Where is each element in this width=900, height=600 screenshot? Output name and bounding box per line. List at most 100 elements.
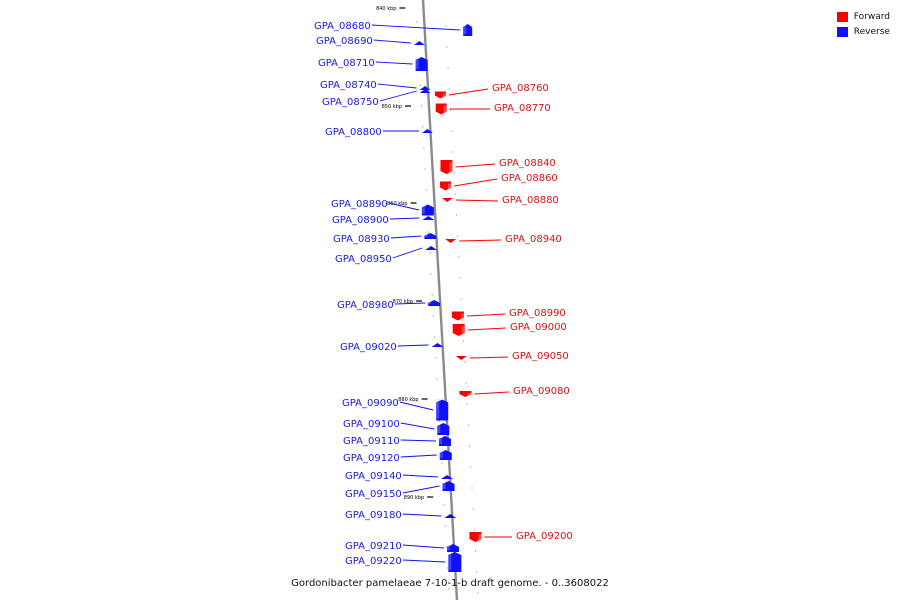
gene-gpa_08930: GPA_08930 [333,233,437,245]
gene-leader-line [375,61,413,65]
gene-leader-line [377,83,417,89]
legend-forward-label: Forward [853,11,890,22]
gene-glyph [459,391,472,397]
gene-leader-line [466,313,506,317]
gene-leader-line [399,401,434,411]
gene-glyph [428,300,441,306]
gene-shading [447,546,451,550]
gene-leader-line [371,24,461,31]
gene-leader-line [402,474,439,478]
gene-glyph [444,514,457,518]
gene-leader-line [459,239,502,242]
gene-gpa_09220: GPA_09220 [345,552,462,572]
gene-leader-line [373,39,411,44]
gene-gpa_09090: GPA_09090 [342,398,449,421]
gene-leader-line [390,235,422,239]
gene-leader-line [469,356,509,359]
gene-gpa_08890: GPA_08890 [331,199,434,216]
scale-label: 840 kbp [376,6,396,12]
gene-gpa_08760: GPA_08760 [434,83,549,99]
gene-label: GPA_09150 [345,489,402,500]
gene-label: GPA_09200 [516,531,573,542]
gene-gpa_09210: GPA_09210 [345,541,460,552]
gene-glyph [425,246,438,250]
gene-glyph [419,89,431,93]
gene-shading [442,93,446,97]
gene-leader-line [402,513,442,517]
gene-glyph [422,216,435,220]
gene-glyph [424,233,437,239]
gene-label: GPA_08750 [322,97,379,108]
gene-shading [424,235,428,237]
gene-gpa_08750: GPA_08750 [322,89,431,108]
gene-leader-line [392,247,423,259]
gene-gpa_08710: GPA_08710 [318,57,428,71]
gene-label: GPA_09220 [345,556,402,567]
scale-label: 850 kbp [382,104,402,110]
gene-shading [439,452,443,458]
gene-leader-line [397,344,429,347]
gene-leader-line [453,178,498,187]
gene-label: GPA_08950 [335,254,392,265]
gene-label: GPA_09210 [345,541,402,552]
gene-glyph [431,343,444,347]
legend: Forward Reverse [836,9,890,39]
gene-label: GPA_08930 [333,234,390,245]
gene-gpa_08680: GPA_08680 [314,21,473,36]
gene-label: GPA_09120 [343,453,400,464]
gene-gpa_08770: GPA_08770 [435,103,551,115]
gene-shading [463,26,467,34]
gene-label: GPA_08940 [505,234,562,245]
scale-label: 890 kbp [404,495,424,501]
gene-leader-line [402,559,446,563]
gene-gpa_09050: GPA_09050 [455,351,569,362]
gene-leader-line [455,199,499,202]
gene-label: GPA_08690 [316,36,373,47]
gene-label: GPA_09100 [343,419,400,430]
gene-shading [449,162,453,172]
gene-leader-line [402,485,440,494]
gene-glyph [421,129,433,133]
gene-label: GPA_08860 [501,173,558,184]
gene-leader-line [467,327,507,331]
gene-label: GPA_08740 [320,80,377,91]
gene-shading [415,59,419,69]
gene-leader-line [389,217,420,220]
gene-label: GPA_08990 [509,308,566,319]
genome-axis-line [421,0,459,600]
gene-label: GPA_08890 [331,199,388,210]
gene-leader-line [455,163,496,168]
legend-reverse-label: Reverse [853,26,890,37]
gene-label: GPA_08800 [325,127,382,138]
gene-leader-line [474,391,510,395]
gene-glyph [445,239,457,243]
gene-leader-line [379,90,417,102]
gene-gpa_09120: GPA_09120 [343,450,452,464]
gene-gpa_09140: GPA_09140 [345,471,454,482]
genome-caption: Gordonibacter pamelaeae 7-10-1-b draft g… [291,578,609,589]
gene-gpa_09020: GPA_09020 [340,342,444,353]
gene-gpa_09100: GPA_09100 [343,419,450,435]
gene-label: GPA_09020 [340,342,397,353]
gene-glyph [441,475,454,479]
legend-item-forward: Forward [836,9,890,24]
gene-shading [448,183,452,189]
gene-shading [436,401,440,419]
gene-leader-line [448,88,489,96]
gene-gpa_08740: GPA_08740 [320,80,431,91]
gene-leader-line [402,544,445,549]
gene-shading [437,425,441,433]
gene-glyph [419,86,431,90]
gene-gpa_09000: GPA_09000 [452,322,567,336]
gene-leader-line [400,454,437,458]
gene-label: GPA_08710 [318,58,375,69]
gene-label: GPA_09140 [345,471,402,482]
gene-glyph [455,356,467,360]
gene-label: GPA_09000 [510,322,567,333]
gene-leader-line [400,422,435,430]
gene-shading [460,313,464,319]
gene-shading [461,326,465,334]
gene-leader-line [388,202,420,211]
gene-glyph [448,552,462,572]
legend-item-reverse: Reverse [836,24,890,39]
